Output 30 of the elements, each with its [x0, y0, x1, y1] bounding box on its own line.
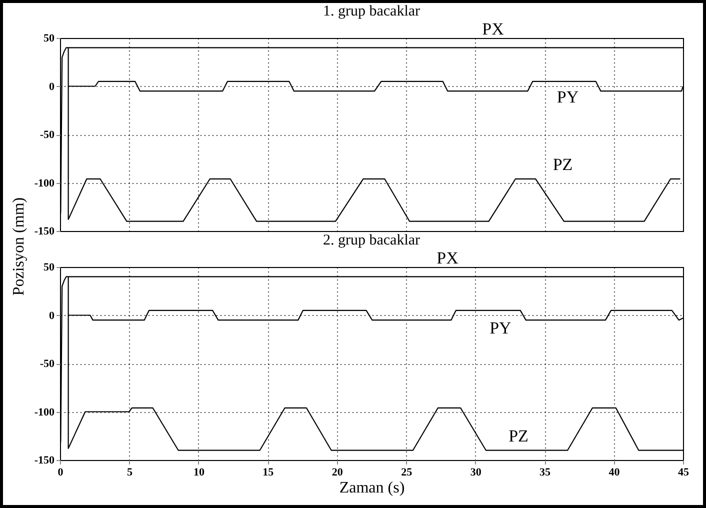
x-tick-label: 30: [470, 466, 482, 478]
y-tick-label: -150: [34, 226, 55, 238]
y-tick-label: -100: [34, 177, 55, 190]
chart-title: 1. grup bacaklar: [322, 4, 420, 20]
chart-title: 2. grup bacaklar: [322, 232, 420, 249]
x-tick-label: 45: [678, 466, 690, 478]
series-label: PZ: [508, 426, 528, 446]
x-tick-label: 35: [540, 466, 552, 478]
x-tick-label: 25: [401, 466, 413, 478]
x-tick-label: 40: [608, 466, 620, 478]
x-tick-label: 5: [126, 466, 133, 478]
x-tick-label: 15: [262, 466, 274, 478]
y-tick-label: -100: [34, 406, 55, 418]
x-axis-title: Zaman (s): [339, 480, 405, 496]
x-tick-label: 0: [58, 466, 64, 478]
y-tick-label: -50: [40, 358, 55, 370]
series-label: PY: [490, 318, 512, 338]
series-label: PY: [556, 87, 579, 106]
y-tick-label: 0: [49, 310, 55, 322]
y-tick-label: -150: [34, 454, 55, 466]
x-tick-label: 20: [332, 466, 344, 478]
y-tick-label: 50: [44, 32, 55, 44]
series-label: PX: [482, 20, 504, 39]
series-label: PZ: [552, 154, 573, 174]
y-tick-label: 50: [44, 262, 55, 274]
x-tick-label: 10: [193, 466, 205, 478]
series-label: PX: [436, 248, 458, 268]
y-tick-label: -50: [40, 129, 55, 141]
y-tick-label: 0: [49, 80, 55, 93]
y-axis-title: Pozisyon (mm): [10, 197, 28, 296]
